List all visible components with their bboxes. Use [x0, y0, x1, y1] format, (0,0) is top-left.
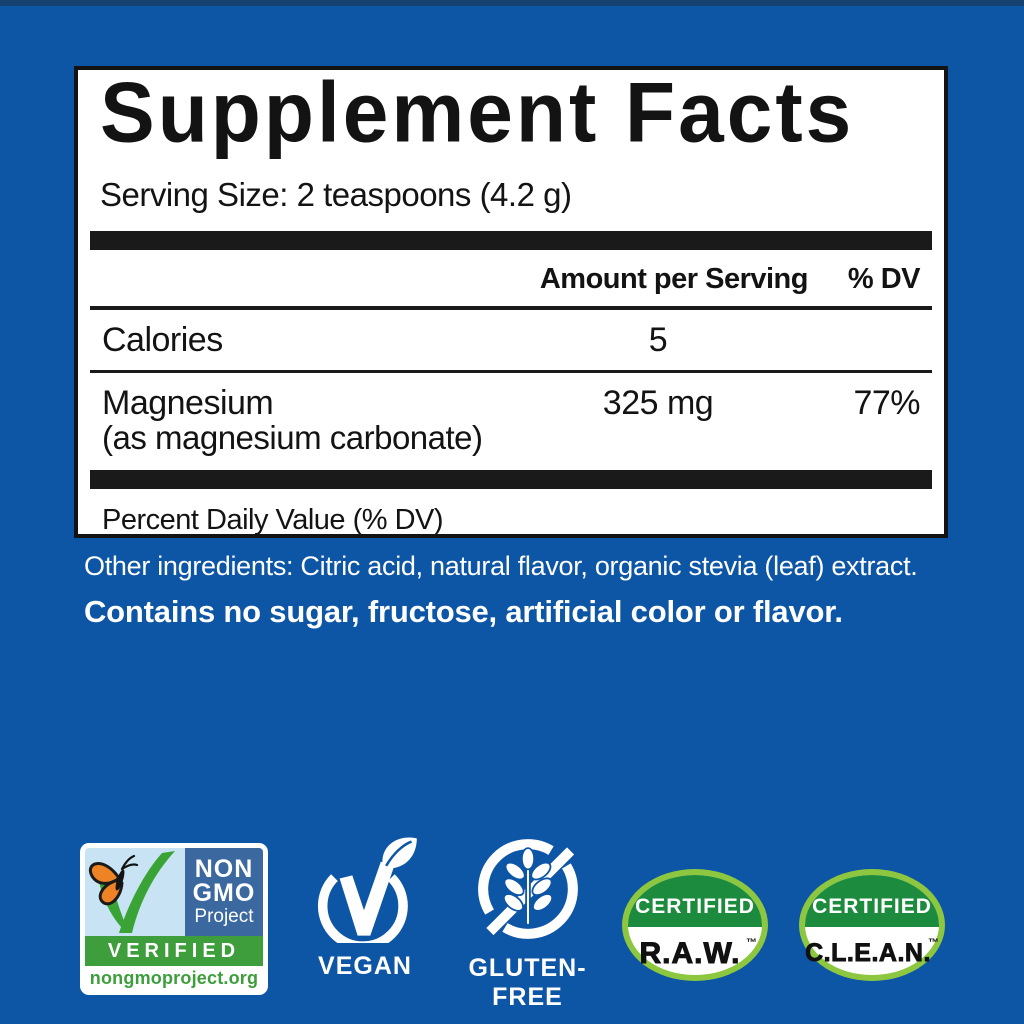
- clean-certified-text: CERTIFIED: [812, 895, 932, 918]
- row-name-calories: Calories: [102, 321, 223, 360]
- daily-value-footnote: Percent Daily Value (% DV): [102, 504, 444, 537]
- non-gmo-verified-band: VERIFIED: [85, 936, 263, 967]
- non-gmo-project-verified-badge: NON GMO Project VERIFIED nongmoproject.o…: [80, 843, 268, 995]
- row-amount-calories: 5: [648, 321, 668, 360]
- raw-certified-text: CERTIFIED: [635, 895, 755, 918]
- header-rule: [90, 306, 932, 311]
- non-gmo-line3: Project: [194, 906, 254, 928]
- non-gmo-url: nongmoproject.org: [89, 967, 259, 988]
- vegan-badge: VEGAN: [302, 831, 428, 981]
- header-amount-per-serving: Amount per Serving: [539, 263, 809, 296]
- clean-main-text: C.L.E.A.N.: [805, 939, 931, 967]
- thick-divider-top: [90, 231, 932, 251]
- row-detail-magnesium: (as magnesium carbonate): [102, 418, 483, 456]
- non-gmo-line2: GMO: [192, 878, 256, 907]
- certified-clean-seal-icon: CERTIFIED C.L.E.A.N. ™: [799, 869, 945, 981]
- butterfly-checkmark-icon: [88, 851, 175, 933]
- non-gmo-line1: NON: [194, 854, 254, 883]
- gluten-free-label: GLUTEN-FREE: [468, 954, 587, 1011]
- raw-tm: ™: [746, 937, 757, 949]
- table-row: Magnesium (as magnesium carbonate) 325 m…: [78, 373, 944, 466]
- certified-clean-badge: CERTIFIED C.L.E.A.N. ™: [797, 866, 947, 984]
- table-header-row: Amount per Serving % DV: [78, 250, 944, 306]
- panel-title: Supplement Facts: [100, 65, 855, 161]
- clean-tm: ™: [928, 937, 939, 949]
- table-row: Calories 5: [78, 310, 944, 370]
- thick-divider-bottom: [90, 470, 932, 490]
- gluten-free-badge: GLUTEN-FREE: [450, 833, 605, 1012]
- serving-size: Serving Size: 2 teaspoons (4.2 g): [100, 176, 572, 214]
- certified-raw-badge: CERTIFIED R.A.W. ™: [620, 866, 770, 984]
- row-dv-magnesium: 77%: [853, 384, 920, 423]
- vegan-icon: [317, 837, 417, 951]
- vegan-label: VEGAN: [318, 952, 412, 980]
- contains-statement: Contains no sugar, fructose, artificial …: [84, 594, 843, 629]
- row-amount-magnesium: 325 mg: [602, 384, 714, 423]
- top-navy-strip: [0, 0, 1024, 6]
- row-name-magnesium: Magnesium: [102, 384, 274, 423]
- certified-raw-seal-icon: CERTIFIED R.A.W. ™: [622, 869, 768, 981]
- row-rule: [90, 370, 932, 374]
- other-ingredients-text: Other ingredients: Citric acid, natural …: [84, 551, 918, 581]
- header-percent-dv: % DV: [847, 263, 921, 296]
- gluten-free-icon: [477, 839, 578, 939]
- supplement-facts-panel: Supplement Facts Serving Size: 2 teaspoo…: [74, 66, 948, 538]
- raw-main-text: R.A.W.: [640, 937, 741, 970]
